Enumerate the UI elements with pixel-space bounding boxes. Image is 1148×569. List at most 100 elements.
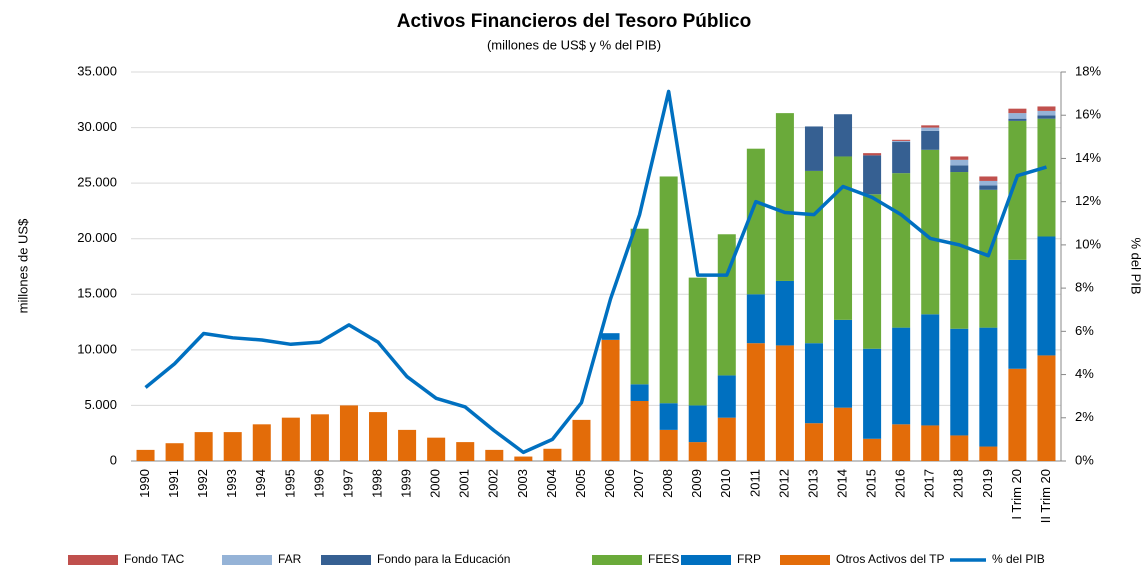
bar [717,417,736,461]
bar [688,405,707,443]
x-tick-label: 1990 [137,469,152,498]
bar [630,384,649,401]
x-tick-label: 2017 [922,469,937,498]
y2-tick-label: 18% [1075,63,1101,78]
y-tick-label: 25.000 [77,175,117,190]
bar [1037,106,1056,111]
bar [1037,118,1056,237]
bar [804,126,823,171]
x-tick-label: 1999 [399,469,414,498]
bar [456,442,475,461]
y-axis-label: millones de US$ [15,218,30,313]
x-tick-label: 1992 [195,469,210,498]
bar [1037,110,1056,116]
line [144,89,1047,455]
bar [863,194,882,349]
bar [950,435,969,461]
y2-axis-label: % del PIB [1129,237,1144,294]
y2-tick-label: 8% [1075,280,1094,295]
bar [804,343,823,424]
bar [804,423,823,461]
x-tick-label: 2000 [428,469,443,498]
y-tick-label: 30.000 [77,119,117,134]
y-tick-label: 20.000 [77,230,117,245]
bar [979,180,998,186]
bar [630,400,649,461]
legend-swatch [592,555,642,565]
chart-subtitle: (millones de US$ y % del PIB) [487,37,661,52]
y2-tick-label: 12% [1075,193,1101,208]
bar [1037,236,1056,356]
bar [1008,120,1027,260]
bar [1008,118,1027,121]
bar [136,449,155,461]
bar [1037,115,1056,119]
chart-title: Activos Financieros del Tesoro Público [397,11,751,32]
bar [921,149,940,315]
x-tick-label: 2010 [718,469,733,498]
x-tick-label: 2011 [747,469,762,497]
bar [834,407,853,461]
legend-label: FAR [278,552,302,566]
y-tick-label: 5.000 [84,397,117,412]
bar [892,327,911,425]
x-tick-label: 2019 [980,469,995,498]
legend-label: Fondo para la Educación [377,552,510,566]
bar [892,142,911,174]
bar [514,456,533,461]
bar [717,375,736,418]
x-tick-label: 2004 [544,469,559,498]
legend-swatch [321,555,371,565]
bar [979,176,998,181]
x-tick-label: 1993 [224,469,239,498]
bar [281,417,300,461]
x-tick-label: 1997 [340,469,355,498]
legend-swatch [222,555,272,565]
bar [194,432,213,461]
bar [834,319,853,408]
x-tick-label: II Trim 20 [1038,469,1053,523]
x-tick-label: 2002 [486,469,501,498]
y-tick-label: 0 [110,452,117,467]
bar [950,156,969,160]
x-tick-label: I Trim 20 [1009,469,1024,520]
bar [863,155,882,195]
bar [775,345,794,461]
y2-tick-label: 14% [1075,150,1101,165]
bar [601,339,620,461]
bar [892,139,911,141]
bar [659,176,678,404]
bar [659,429,678,461]
x-tick-label: 2006 [602,469,617,498]
bar [892,173,911,328]
bar [688,442,707,461]
bar [1008,259,1027,369]
bar [398,429,417,461]
bar [223,432,242,461]
legend-label: FRP [737,552,761,566]
bar [863,153,882,156]
bar [1008,113,1027,119]
bar [1008,368,1027,461]
y2-tick-label: 6% [1075,323,1094,338]
bar [746,343,765,461]
bar [775,113,794,281]
legend-swatch [780,555,830,565]
x-tick-label: 2003 [515,469,530,498]
x-tick-label: 1998 [369,469,384,498]
bar [630,228,649,385]
bar [921,314,940,426]
bar [863,348,882,439]
bar [921,130,940,150]
bar [746,148,765,295]
legend-swatch [68,555,118,565]
x-tick-label: 2016 [893,469,908,498]
legend-label: Otros Activos del TP [836,552,945,566]
bar [369,412,388,461]
y-tick-label: 15.000 [77,286,117,301]
bar [950,165,969,173]
x-tick-label: 1991 [166,469,181,498]
bar [921,425,940,461]
x-tick-label: 2012 [776,469,791,498]
